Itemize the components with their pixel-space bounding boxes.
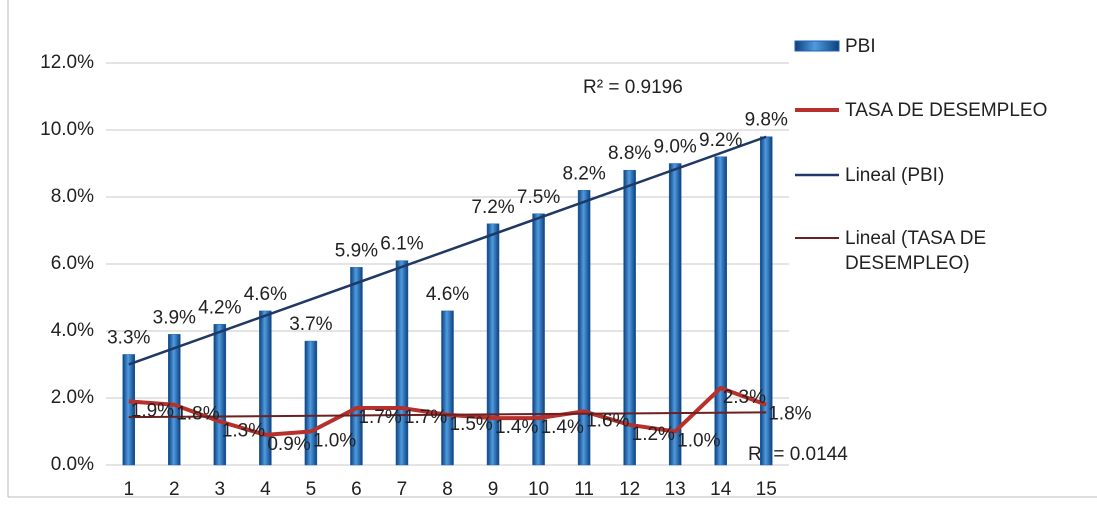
x-tick-label: 10 <box>528 479 549 500</box>
x-tick-label: 14 <box>710 479 732 500</box>
data-label: 7.2% <box>471 197 514 218</box>
bar <box>259 310 272 466</box>
data-label: 1.0% <box>313 431 356 452</box>
trendline <box>128 135 767 366</box>
data-label: 0.9% <box>267 434 310 455</box>
legend-label: TASA DE DESEMPLEO <box>845 100 1048 121</box>
data-label: 1.7% <box>404 407 447 428</box>
data-label: 1.8% <box>768 404 811 425</box>
bar <box>532 213 545 466</box>
legend-label: PBI <box>845 36 876 57</box>
legend-label: Lineal (TASA DE DESEMPLEO) <box>845 228 987 274</box>
data-label: 9.8% <box>745 110 788 131</box>
data-label: 1.7% <box>358 407 401 428</box>
data-label: 1.5% <box>450 414 493 435</box>
bar <box>168 334 181 466</box>
y-tick-label: 12.0% <box>40 52 94 73</box>
data-label: 1.9% <box>131 400 174 421</box>
trendline <box>128 411 767 419</box>
y-tick-label: 2.0% <box>51 387 94 408</box>
x-tick-label: 1 <box>123 479 134 500</box>
x-tick-label: 3 <box>215 479 226 500</box>
x-tick-label: 8 <box>442 479 453 500</box>
legend-key <box>794 40 840 52</box>
bar <box>623 169 636 466</box>
r-squared: R² = 0.0144 <box>748 444 848 465</box>
x-tick-label: 13 <box>665 479 686 500</box>
data-label: 3.7% <box>289 314 332 335</box>
x-tick-label: 6 <box>351 479 362 500</box>
data-label: 4.2% <box>198 297 241 318</box>
data-label: 1.3% <box>222 420 265 441</box>
data-label: 1.8% <box>176 404 219 425</box>
data-label: 1.6% <box>586 410 629 431</box>
x-tick-label: 7 <box>397 479 408 500</box>
bar <box>486 223 500 466</box>
data-label: 1.0% <box>677 431 720 452</box>
data-label: 2.3% <box>723 387 766 408</box>
data-label: 1.2% <box>632 424 675 445</box>
data-label: 3.9% <box>153 307 196 328</box>
y-tick-label: 6.0% <box>51 253 94 274</box>
data-label: 8.2% <box>562 163 605 184</box>
data-label: 5.9% <box>335 240 378 261</box>
x-tick-label: 9 <box>488 479 499 500</box>
data-label: 3.3% <box>107 327 150 348</box>
y-tick-label: 4.0% <box>51 320 94 341</box>
bar <box>668 163 682 466</box>
bar <box>577 190 591 466</box>
data-label: 7.5% <box>517 187 560 208</box>
data-label: 9.2% <box>699 130 742 151</box>
data-label: 4.6% <box>244 284 287 305</box>
bar <box>441 310 454 466</box>
legend-label: Lineal (PBI) <box>845 165 945 186</box>
y-tick-label: 0.0% <box>51 454 94 475</box>
data-label: 4.6% <box>426 284 469 305</box>
bar <box>213 324 227 466</box>
x-tick-label: 2 <box>169 479 180 500</box>
r-squared: R² = 0.9196 <box>583 77 683 98</box>
data-label: 1.4% <box>495 417 538 438</box>
bar <box>395 260 409 466</box>
data-label: 9.0% <box>654 137 697 158</box>
x-tick-label: 15 <box>756 479 777 500</box>
x-tick-label: 5 <box>306 479 317 500</box>
bar <box>759 136 773 466</box>
y-tick-label: 8.0% <box>51 186 94 207</box>
data-label: 1.4% <box>541 417 584 438</box>
bar <box>714 156 727 466</box>
data-label: 6.1% <box>380 234 423 255</box>
x-tick-label: 11 <box>574 479 594 500</box>
bar <box>304 340 318 466</box>
data-label: 8.8% <box>608 143 651 164</box>
bar <box>122 354 136 466</box>
x-tick-label: 4 <box>260 479 271 500</box>
x-tick-label: 12 <box>619 479 640 500</box>
y-tick-label: 10.0% <box>40 119 94 140</box>
